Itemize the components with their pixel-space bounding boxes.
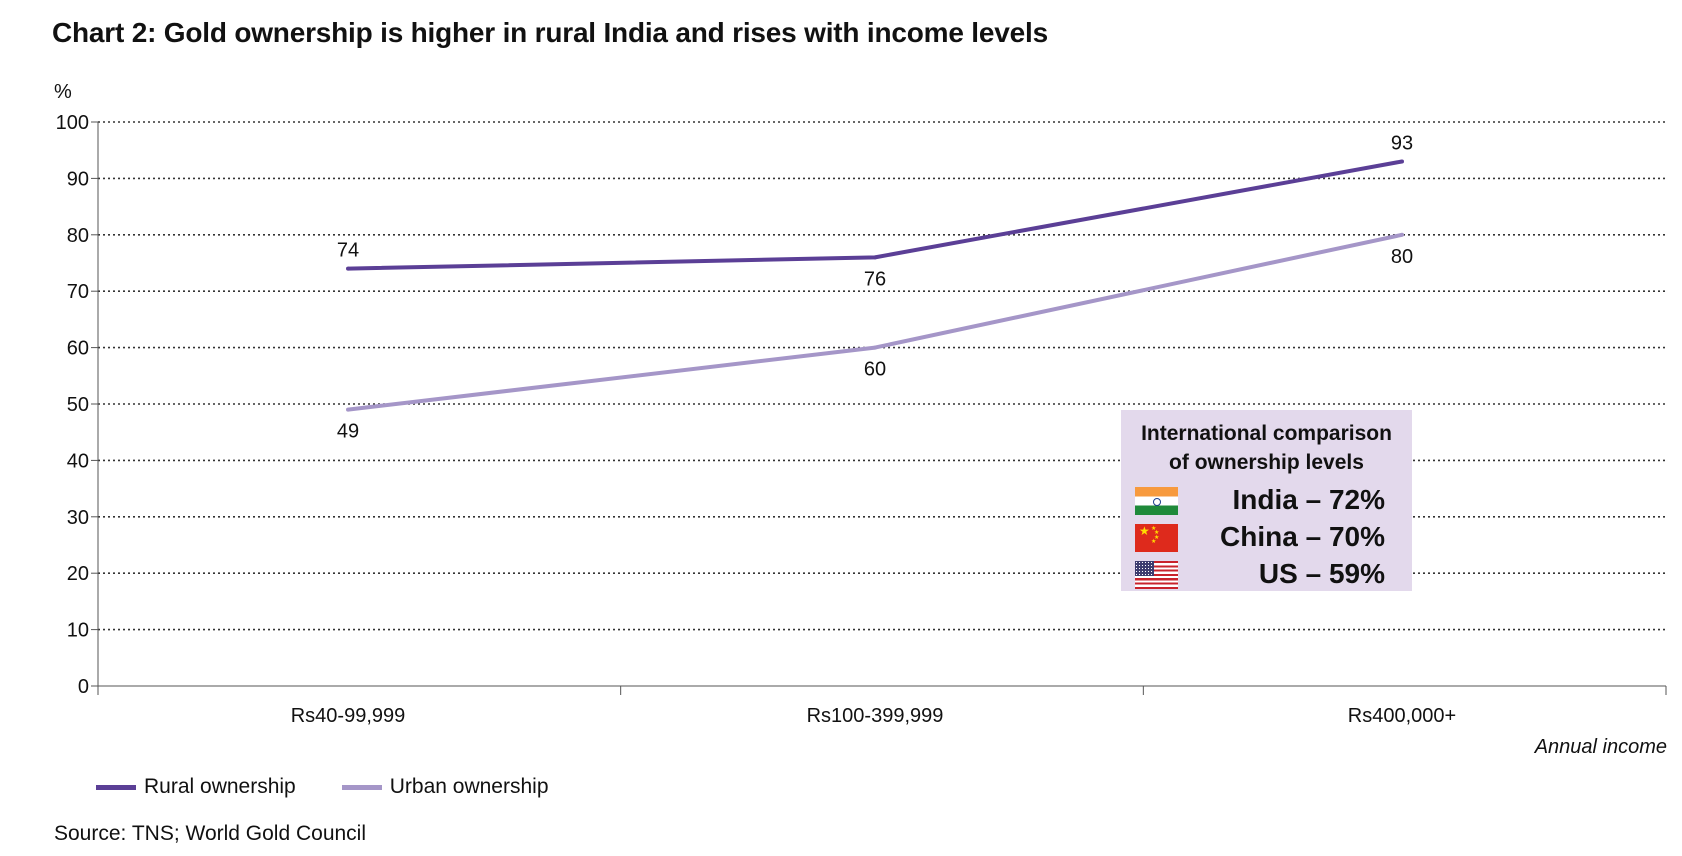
y-tick-label-0: 0 — [78, 676, 89, 698]
international-comparison-box: International comparison of ownership le… — [1121, 410, 1412, 591]
x-tick-label-0: Rs40-99,999 — [291, 705, 406, 727]
legend-swatch-urban — [341, 784, 382, 790]
data-point-1-1 — [873, 345, 877, 350]
y-tick-label-20: 20 — [67, 563, 89, 585]
y-tick-label-70: 70 — [67, 281, 89, 303]
data-point-0-0 — [346, 266, 350, 271]
data-label-1-1: 60 — [864, 359, 886, 381]
india-flag-icon — [1135, 487, 1178, 515]
data-label-1-0: 49 — [337, 421, 359, 443]
data-point-1-0 — [346, 407, 350, 412]
x-tick-label-2: Rs400,000+ — [1348, 705, 1456, 727]
y-tick-label-60: 60 — [67, 338, 89, 360]
axes: 0 10 20 30 40 50 60 70 80 90 100 Rs40-99,999 Rs100-3… — [56, 112, 1667, 727]
chart-title: Chart 2: Gold ownership is higher in rur… — [52, 17, 1048, 48]
y-axis-label: % — [54, 81, 72, 103]
comparison-row-us: US – 59% — [1135, 558, 1385, 591]
legend: Rural ownership Urban ownership — [96, 775, 595, 799]
china-flag-icon: ★ ★ ★ ★ ★ — [1135, 524, 1178, 552]
us-flag-icon — [1135, 561, 1178, 589]
comparison-value-us: US – 59% — [1258, 558, 1385, 589]
data-point-1-2 — [1400, 232, 1404, 237]
legend-item-urban: Urban ownership — [341, 775, 549, 799]
data-label-0-1: 76 — [864, 268, 886, 290]
legend-swatch-rural — [96, 784, 136, 790]
y-tick-label-10: 10 — [67, 620, 89, 642]
comparison-value-india: India – 72% — [1232, 484, 1385, 515]
comparison-value-china: China – 70% — [1220, 521, 1385, 552]
data-label-0-0: 74 — [337, 240, 359, 262]
legend-item-rural: Rural ownership — [96, 775, 296, 799]
y-tick-label-100: 100 — [56, 112, 89, 134]
series — [346, 159, 1404, 412]
source-note: Source: TNS; World Gold Council — [54, 822, 367, 845]
legend-label-rural: Rural ownership — [144, 775, 296, 798]
series-line-urban-ownership — [347, 232, 1403, 412]
series-line-rural-ownership — [347, 159, 1403, 271]
y-tick-label-40: 40 — [67, 450, 89, 472]
x-axis-label: Annual income — [1534, 736, 1667, 758]
data-labels: 74 76 93 49 60 80 — [337, 132, 1413, 442]
y-tick-label-30: 30 — [67, 507, 89, 529]
comparison-row-china: ★ ★ ★ ★ ★ China – 70% — [1135, 521, 1385, 554]
y-tick-label-80: 80 — [67, 225, 89, 247]
data-label-1-2: 80 — [1391, 246, 1413, 268]
y-tick-label-50: 50 — [67, 394, 89, 416]
legend-label-urban: Urban ownership — [389, 775, 549, 798]
data-point-0-1 — [873, 255, 877, 260]
international-comparison-title-line2: of ownership levels — [1169, 451, 1364, 474]
international-comparison-title: International comparison of ownership le… — [1121, 419, 1412, 477]
data-label-0-2: 93 — [1391, 132, 1413, 154]
comparison-row-india: India – 72% — [1135, 484, 1385, 517]
x-tick-label-1: Rs100-399,999 — [807, 705, 944, 727]
data-point-0-2 — [1400, 159, 1404, 164]
international-comparison-title-line1: International comparison — [1141, 422, 1392, 445]
y-tick-label-90: 90 — [67, 168, 89, 190]
